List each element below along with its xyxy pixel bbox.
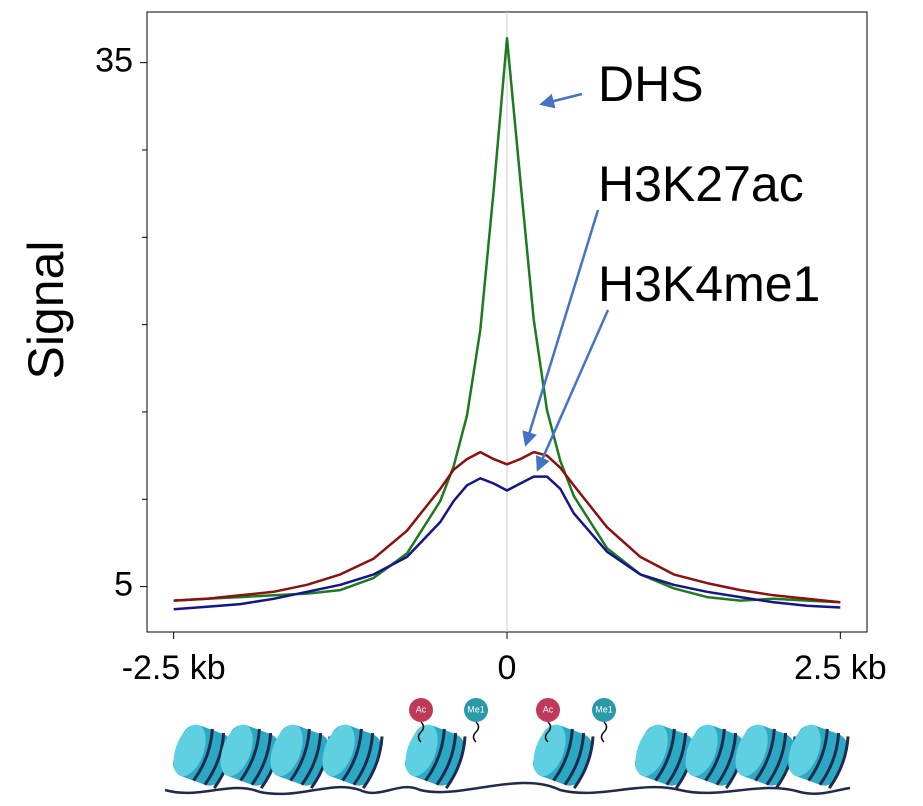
nucleosome: [173, 724, 235, 790]
nucleosome: [685, 724, 747, 790]
nucleosome-face: [173, 724, 206, 777]
nucleosome: [635, 724, 697, 790]
dna-wrap: [665, 732, 688, 786]
dna-wrap: [818, 732, 841, 786]
dna-wrap: [203, 732, 226, 786]
dna-wrap: [704, 728, 726, 782]
dna: [164, 781, 851, 796]
dna-wrap: [289, 728, 311, 782]
dna-wrap: [192, 728, 214, 782]
annotation: H3K4me1: [598, 256, 820, 312]
histone-tail: [417, 721, 425, 743]
dna-wrap: [573, 736, 595, 790]
histone-tail: [600, 721, 608, 743]
histone-mark-label: Ac: [416, 704, 427, 714]
nucleosome-face: [405, 724, 438, 777]
histone-mark: [409, 698, 433, 722]
nucleosome: [322, 724, 384, 790]
histone-mark-label: Ac: [543, 704, 554, 714]
x-tick-label: 0: [498, 649, 517, 687]
annotation-arrows: [522, 92, 610, 472]
nucleosome: [788, 724, 850, 790]
dna-wrap: [552, 728, 574, 782]
dna-wrap: [250, 732, 273, 786]
dna-wrap: [239, 728, 261, 782]
dna-wrap: [765, 732, 788, 786]
nucleosome: [405, 724, 467, 790]
plot-area: 5 35 -2.5 kb 0 2.5 kb: [95, 11, 887, 687]
series-line: [173, 450, 841, 604]
nucleosome: [220, 724, 282, 790]
dna-wrap: [362, 736, 384, 790]
y-tick-label: 35: [95, 42, 133, 80]
nucleosome-face: [533, 724, 566, 777]
nucleosome: [735, 724, 797, 790]
histone-mark: [536, 698, 560, 722]
arrow: [522, 209, 600, 447]
dna-wrap: [563, 732, 586, 786]
x-tick-label: -2.5 kb: [122, 649, 226, 687]
y-axis-label: Signal: [18, 241, 74, 380]
histone-tail: [472, 721, 480, 743]
nucleosome-face: [635, 724, 668, 777]
dna-wrap: [715, 732, 738, 786]
dna-wrap: [424, 728, 446, 782]
dna-wrap: [435, 732, 458, 786]
arrow: [535, 309, 610, 472]
dna-wrap: [754, 728, 776, 782]
nucleosome-face: [788, 724, 821, 777]
series-line: [173, 36, 841, 604]
dna-wrap: [341, 728, 363, 782]
dna-wrap: [300, 732, 323, 786]
histone-mark-label: Me1: [595, 704, 613, 714]
histone-tail: [544, 721, 552, 743]
nucleosome-face: [735, 724, 768, 777]
nucleosome-face: [270, 724, 303, 777]
nucleosome-face: [685, 724, 718, 777]
arrow: [539, 92, 583, 109]
nucleosome-face: [322, 724, 355, 777]
histone-mark: [464, 698, 488, 722]
annotation: DHS: [598, 56, 704, 112]
histone-mark-label: Me1: [467, 704, 485, 714]
nucleosome-illustration: Ac Me1 Ac Me1: [164, 698, 851, 796]
x-tick-label: 2.5 kb: [794, 649, 887, 687]
nucleosome-face: [220, 724, 253, 777]
nucleosome: [533, 724, 595, 790]
annotation: H3K27ac: [598, 156, 804, 212]
dna-wrap: [654, 728, 676, 782]
y-tick-label: 5: [114, 566, 133, 604]
dna-wrap: [828, 736, 850, 790]
dna-wrap: [445, 736, 467, 790]
dna-wrap: [807, 728, 829, 782]
series-line: [173, 475, 841, 611]
histone-mark: [592, 698, 616, 722]
dna-wrap: [352, 732, 375, 786]
